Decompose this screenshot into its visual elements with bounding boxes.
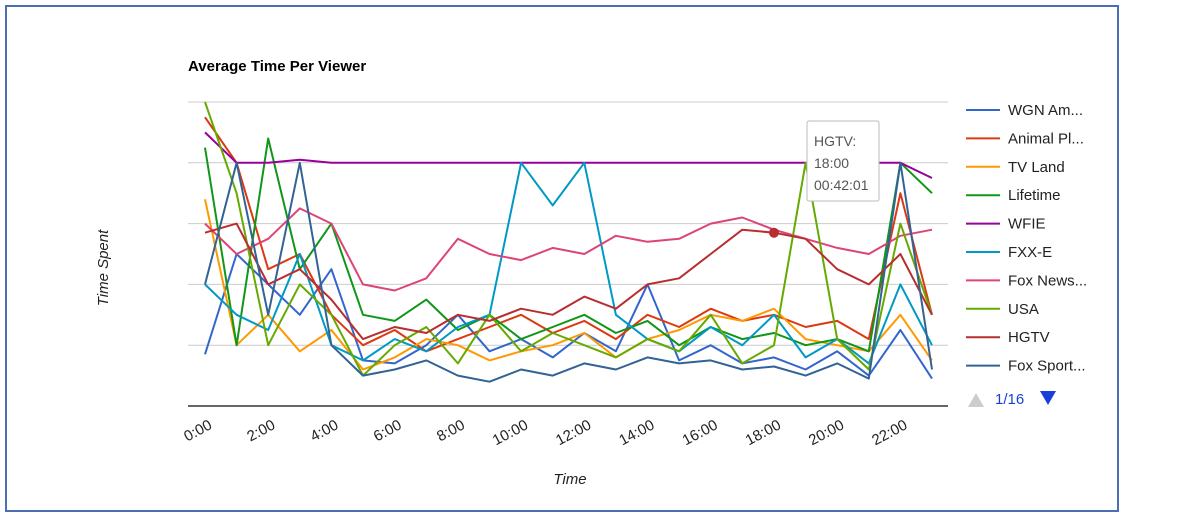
x-tick-label: 6:00 — [371, 417, 405, 446]
series-line-2[interactable] — [204, 116, 933, 353]
series-line-6[interactable] — [204, 161, 933, 365]
series-line-7[interactable] — [204, 207, 933, 292]
legend-pager[interactable]: 1/16 — [968, 391, 1056, 408]
x-tick-label: 22:00 — [869, 417, 910, 450]
x-tick-labels: 0:00 2:00 4:00 6:00 8:00 10:00 12:00 14:00 16:00… — [181, 417, 910, 450]
pager-down-icon[interactable] — [1040, 391, 1056, 405]
y-axis-label: Time Spent — [95, 229, 112, 306]
hovered-point[interactable] — [768, 227, 779, 238]
x-tick-label: 2:00 — [244, 417, 278, 446]
legend-label[interactable]: USA — [1008, 301, 1039, 318]
x-tick-label: 12:00 — [553, 417, 594, 450]
chart-title: Average Time Per Viewer — [188, 58, 366, 75]
x-tick-label: 20:00 — [806, 417, 847, 450]
x-tick-label: 8:00 — [434, 417, 468, 446]
series-line-10[interactable] — [204, 161, 933, 383]
legend-label[interactable]: WFIE — [1008, 216, 1046, 233]
legend-label[interactable]: Fox News... — [1008, 272, 1087, 289]
legend-label[interactable]: Animal Pl... — [1008, 130, 1084, 147]
legend-label[interactable]: Lifetime — [1008, 187, 1061, 204]
x-tick-label: 16:00 — [679, 417, 720, 450]
tooltip-time: 18:00 — [814, 155, 849, 171]
tooltip-series: HGTV: — [814, 133, 856, 149]
pager-text: 1/16 — [995, 391, 1024, 408]
x-tick-label: 18:00 — [743, 417, 784, 450]
tooltip-value: 00:42:01 — [814, 177, 869, 193]
x-tick-label: 0:00 — [181, 417, 215, 446]
tooltip-box — [806, 120, 880, 202]
x-tick-label: 4:00 — [308, 417, 342, 446]
pager-up-icon[interactable] — [968, 393, 984, 407]
x-axis-label: Time — [553, 471, 586, 488]
legend-label[interactable]: WGN Am... — [1008, 102, 1083, 119]
x-tick-label: 10:00 — [490, 417, 531, 450]
legend: WGN Am... Animal Pl... TV Land Lifetime WFIE… — [966, 102, 1087, 375]
series-line-9[interactable] — [204, 222, 933, 341]
legend-label[interactable]: TV Land — [1008, 159, 1065, 176]
series-line-1[interactable] — [204, 253, 933, 380]
series-line-4[interactable] — [204, 137, 933, 353]
legend-label[interactable]: HGTV — [1008, 329, 1050, 346]
x-tick-label: 14:00 — [616, 417, 657, 450]
chart-frame — [5, 5, 1119, 512]
legend-label[interactable]: Fox Sport... — [1008, 358, 1086, 375]
legend-label[interactable]: FXX-E — [1008, 244, 1052, 261]
tooltip: HGTV: 18:00 00:42:01 — [806, 120, 880, 202]
